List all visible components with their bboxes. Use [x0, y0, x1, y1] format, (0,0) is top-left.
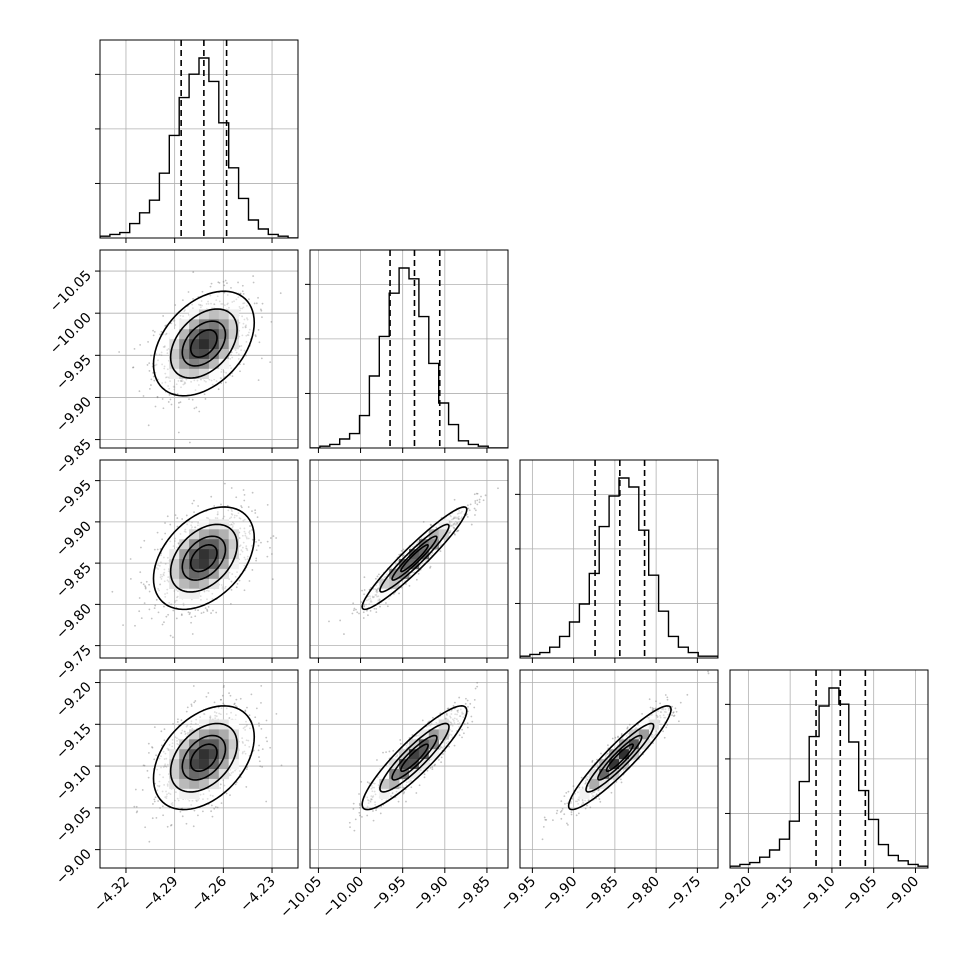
- y-tick-label: −9.75: [53, 642, 95, 684]
- panel-1-0: −9.85−9.90−9.95−10.00−10.05: [47, 249, 299, 478]
- x-tick-label: −10.05: [277, 874, 325, 922]
- contour-level-0: [152, 290, 256, 397]
- x-tick-label: −9.10: [797, 874, 839, 916]
- x-tick-label: −9.95: [498, 874, 540, 916]
- histogram-2: [520, 477, 718, 658]
- y-tick-label: −9.00: [53, 846, 95, 888]
- y-tick-label: −10.00: [47, 310, 95, 358]
- panel-frame: [729, 669, 929, 869]
- y-tick-label: −9.10: [53, 763, 95, 805]
- panel-frame: [309, 249, 509, 449]
- contours-3-0: [152, 705, 256, 811]
- contour-level-3: [189, 743, 218, 773]
- panel-2-2: [515, 459, 719, 663]
- x-tick-label: −9.20: [714, 874, 756, 916]
- panel-3-1: −10.05−10.00 −9.95 −9.90 −9.85: [277, 669, 509, 922]
- contours-1-0: [152, 290, 256, 397]
- panel-frame: [99, 39, 299, 239]
- panel-2-1: [309, 459, 509, 663]
- panel-frame: [99, 669, 299, 869]
- y-tick-label: −9.80: [53, 601, 95, 643]
- contour-level-3: [189, 544, 218, 573]
- contour-level-0: [361, 705, 468, 811]
- y-tick-label: −9.90: [53, 394, 95, 436]
- contour-level-3: [189, 329, 218, 358]
- panel-0-0: [95, 39, 299, 243]
- contour-level-0: [152, 705, 256, 811]
- x-tick-label: −4.29: [140, 874, 182, 916]
- contour-level-2: [181, 535, 227, 581]
- contour-level-3: [400, 544, 429, 573]
- x-tick-label: −9.75: [663, 874, 705, 916]
- panel-2-0: −9.75−9.80−9.85−9.90−9.95: [53, 459, 299, 684]
- contour-level-0: [361, 506, 468, 611]
- x-tick-label: −9.85: [580, 874, 622, 916]
- contour-level-2: [181, 734, 227, 781]
- contour-level-1: [169, 308, 238, 379]
- panel-3-0: −9.00−9.05−9.10−9.15−9.20 −4.32 −4.29 −4.26…: [53, 669, 299, 916]
- panel-frame: [309, 459, 509, 659]
- y-tick-label: −9.95: [53, 477, 95, 519]
- contour-level-1: [379, 722, 450, 793]
- y-tick-label: −9.05: [53, 804, 95, 846]
- y-tick-label: −9.20: [53, 679, 95, 721]
- density-blocks-2-1: [379, 519, 449, 599]
- contours-3-1: [361, 705, 468, 811]
- contour-level-2: [391, 734, 438, 781]
- x-tick-label: −9.90: [410, 874, 452, 916]
- y-tick-label: −9.15: [53, 721, 95, 763]
- density-blocks-1-0: [169, 309, 239, 379]
- histogram-3: [730, 687, 928, 868]
- x-tick-label: −4.26: [189, 873, 231, 915]
- x-tick-label: −4.32: [91, 874, 133, 916]
- density-blocks-2-0: [169, 519, 239, 599]
- contour-level-2: [391, 535, 438, 581]
- x-tick-label: −4.23: [237, 874, 279, 916]
- y-tick-label: −9.85: [53, 560, 95, 602]
- x-tick-label: −9.90: [539, 874, 581, 916]
- density-blocks-3-0: [169, 719, 239, 799]
- contour-level-0: [152, 506, 256, 611]
- contour-level-3: [605, 743, 634, 773]
- panel-frame: [519, 459, 719, 659]
- contour-level-0: [567, 705, 672, 811]
- x-tick-label: −9.00: [881, 874, 923, 916]
- y-tick-label: −9.95: [53, 352, 95, 394]
- contours-3-2: [567, 705, 672, 811]
- contour-level-1: [585, 722, 655, 793]
- panel-frame: [309, 669, 509, 869]
- x-tick-label: −9.80: [621, 874, 663, 916]
- contours-2-1: [361, 506, 468, 611]
- x-tick-label: −10.00: [319, 874, 367, 922]
- contour-level-1: [379, 523, 450, 593]
- x-tick-label: −9.15: [755, 874, 797, 916]
- contour-level-2: [597, 734, 643, 781]
- panel-frame: [99, 459, 299, 659]
- y-tick-label: −9.85: [53, 436, 95, 478]
- density-blocks-3-2: [579, 719, 659, 799]
- panel-1-1: [305, 249, 509, 453]
- panel-frame: [99, 249, 299, 449]
- y-tick-label: −9.90: [53, 518, 95, 560]
- contour-level-3: [400, 743, 429, 773]
- x-tick-label: −9.05: [839, 874, 881, 916]
- panel-frame: [519, 669, 719, 869]
- contour-level-1: [169, 523, 238, 593]
- histogram-0: [100, 57, 298, 238]
- y-tick-label: −10.05: [47, 268, 95, 316]
- x-tick-label: −9.85: [452, 874, 494, 916]
- x-tick-label: −9.95: [368, 874, 410, 916]
- contour-level-1: [169, 722, 238, 793]
- panel-3-3: −9.20 −9.15 −9.10 −9.05 −9.00: [714, 669, 929, 916]
- histogram-1: [310, 267, 508, 448]
- contours-2-0: [152, 506, 256, 611]
- contour-level-2: [181, 320, 227, 367]
- panel-3-2: −9.95 −9.90 −9.85 −9.80 −9.75: [498, 669, 719, 916]
